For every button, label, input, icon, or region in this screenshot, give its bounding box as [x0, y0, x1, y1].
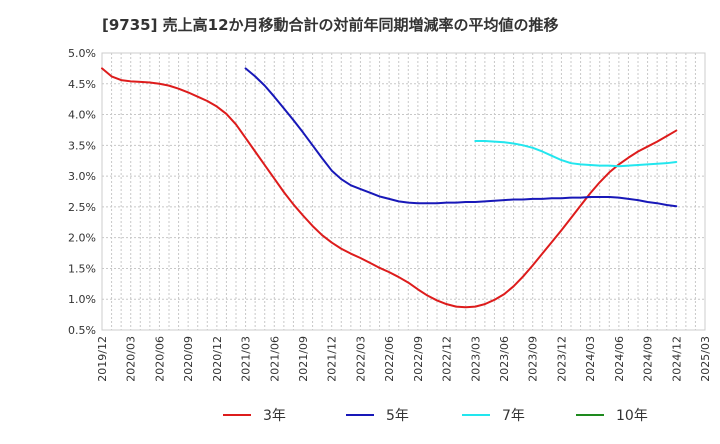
legend-label: 7年	[502, 408, 525, 424]
x-tick-label: 2020/12	[211, 336, 224, 382]
x-tick-label: 2024/09	[642, 336, 655, 382]
y-tick-label: 2.0%	[68, 232, 96, 245]
series-line-3年	[101, 67, 678, 309]
x-tick-label: 2024/12	[670, 336, 683, 382]
x-tick-label: 2021/06	[268, 336, 281, 382]
y-tick-label: 3.5%	[68, 139, 96, 152]
x-tick-label: 2023/09	[527, 336, 540, 382]
y-tick-label: 4.5%	[68, 78, 96, 91]
x-tick-label: 2021/12	[326, 336, 339, 382]
legend-label: 3年	[263, 408, 286, 424]
legend-label: 5年	[386, 408, 409, 424]
x-tick-label: 2021/09	[297, 336, 310, 382]
y-tick-label: 4.0%	[68, 109, 96, 122]
x-tick-label: 2021/03	[240, 336, 253, 382]
y-tick-label: 5.0%	[68, 47, 96, 60]
x-tick-label: 2023/03	[469, 336, 482, 382]
series-lines	[101, 67, 678, 309]
x-tick-label: 2023/06	[498, 336, 511, 382]
x-tick-label: 2022/03	[354, 336, 367, 382]
x-tick-label: 2025/03	[699, 336, 712, 382]
legend: 3年 5年 7年 10年	[223, 408, 648, 424]
x-tick-label: 2020/09	[182, 336, 195, 382]
y-tick-label: 2.5%	[68, 201, 96, 214]
grid-lines	[102, 53, 705, 330]
legend-label: 10年	[616, 408, 648, 424]
x-tick-label: 2023/12	[555, 336, 568, 382]
x-tick-label: 2020/06	[153, 336, 166, 382]
x-tick-label: 2022/09	[412, 336, 425, 382]
y-tick-label: 3.0%	[68, 170, 96, 183]
y-tick-label: 1.5%	[68, 262, 96, 275]
x-tick-label: 2019/12	[96, 336, 109, 382]
chart-title: [9735] 売上高12か月移動合計の対前年同期増減率の平均値の推移	[102, 16, 559, 34]
series-line-7年	[474, 140, 678, 168]
x-tick-label: 2024/06	[613, 336, 626, 382]
x-tick-label: 2022/12	[441, 336, 454, 382]
y-axis-ticks: 0.5% 1.0% 1.5% 2.0% 2.5% 3.0% 3.5% 4.0% 4.5% 5.0%	[68, 47, 96, 337]
y-tick-label: 1.0%	[68, 293, 96, 306]
x-axis-ticks: 2019/12 2020/03 2020/06 2020/09 2020/12 2021/…	[96, 336, 712, 382]
x-tick-label: 2024/03	[584, 336, 597, 382]
plot-frame	[101, 52, 706, 331]
series-line-5年	[244, 67, 678, 208]
x-tick-label: 2020/03	[125, 336, 138, 382]
x-tick-label: 2022/06	[383, 336, 396, 382]
y-tick-label: 0.5%	[68, 324, 96, 337]
